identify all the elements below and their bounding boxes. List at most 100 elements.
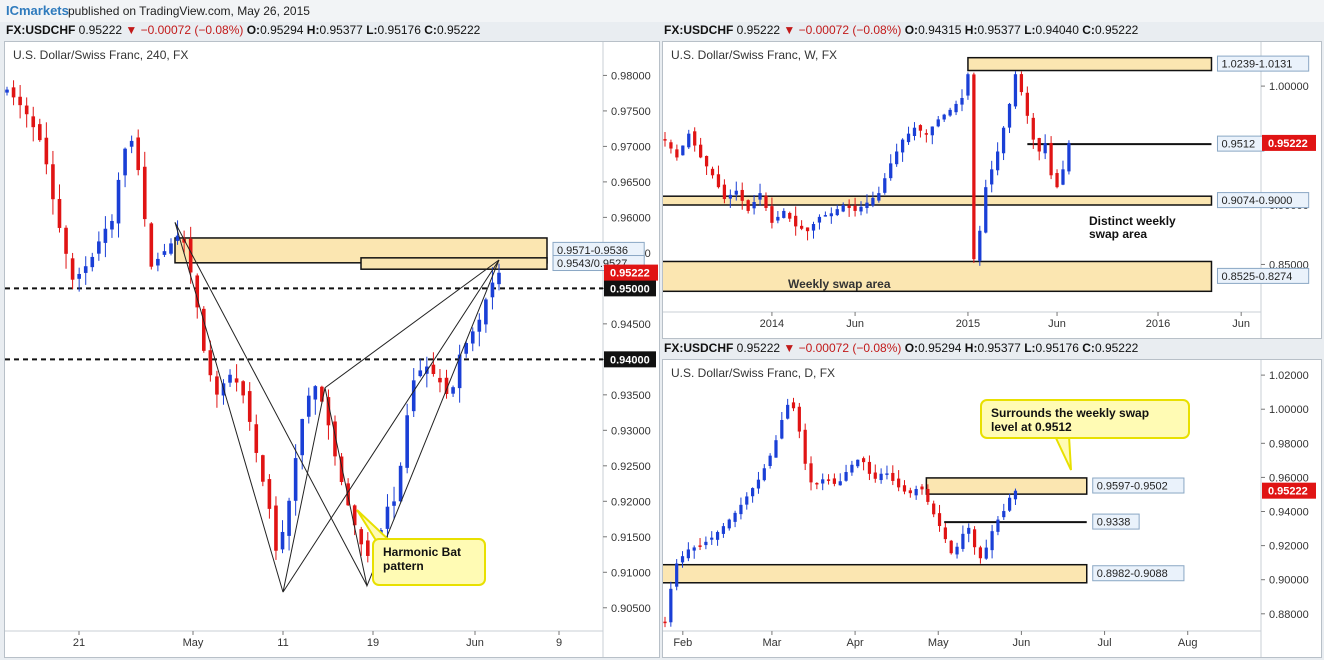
zone-label: 0.8982-0.9088 xyxy=(1097,568,1168,580)
supply-demand-zone xyxy=(663,563,1088,584)
candle-body xyxy=(326,397,331,426)
candle-body xyxy=(984,187,988,233)
candle-body xyxy=(972,74,976,260)
chart-weekly-svg[interactable]: 1.000000.950000.900000.850002014Jun2015J… xyxy=(663,42,1321,338)
ohlc-weekly: FX:USDCHF 0.95222 ▼ −0.00072 (−0.08%) O:… xyxy=(664,23,1139,37)
zone-label: 1.0239-1.0131 xyxy=(1221,59,1292,71)
candle-body xyxy=(201,308,206,351)
candle-body xyxy=(850,464,854,473)
candle-body xyxy=(83,266,88,273)
candle-body xyxy=(841,204,845,212)
candle-body xyxy=(805,227,810,232)
supply-demand-zone xyxy=(360,257,548,270)
candle-body xyxy=(208,350,213,376)
zone-label: 0.9597-0.9502 xyxy=(1097,481,1168,493)
harmonic-bat-callout-text: Harmonic Bat xyxy=(383,545,461,559)
y-tick-label: 0.94000 xyxy=(1269,507,1309,519)
low-value: 0.95176 xyxy=(1035,341,1079,355)
candle-body xyxy=(339,456,344,482)
candle-body xyxy=(182,238,186,243)
candle-body xyxy=(686,549,690,559)
supply-demand-zone xyxy=(663,260,1213,293)
candle-body xyxy=(914,488,918,496)
chart-panel-weekly[interactable]: U.S. Dollar/Swiss Franc, W, FX 1.00000 0.… xyxy=(662,41,1322,339)
x-tick-label: 2014 xyxy=(760,318,784,330)
candle-body xyxy=(871,197,875,206)
chart-title: U.S. Dollar/Swiss Franc, 240, FX xyxy=(13,48,189,62)
candle-body xyxy=(704,541,708,546)
symbol[interactable]: FX:USDCHF xyxy=(664,341,734,355)
swap-level-callout-box xyxy=(980,399,1190,439)
candle-body xyxy=(274,505,278,551)
x-tick-label: Jun xyxy=(1013,637,1031,649)
candle-body xyxy=(451,387,455,394)
last-price: 0.95222 xyxy=(736,23,781,37)
candle-body xyxy=(162,251,167,255)
candle-body xyxy=(418,370,423,377)
candle-body xyxy=(64,227,68,254)
x-tick-label: Feb xyxy=(673,637,692,649)
candle-body xyxy=(867,461,872,474)
candle-body xyxy=(464,343,469,354)
zone-label-box xyxy=(1216,192,1310,209)
candle-body xyxy=(116,179,121,224)
publish-info: published on TradingView.com, May 26, 20… xyxy=(68,4,310,18)
candle-body xyxy=(300,418,305,456)
y-tick-label: 0.96500 xyxy=(611,177,651,189)
chart-panel-240[interactable]: U.S. Dollar/Swiss Franc, 240, FX 0.98000… xyxy=(4,41,660,658)
candle-body xyxy=(949,540,953,554)
candle-body xyxy=(791,402,796,409)
candle-body xyxy=(797,406,801,432)
candle-body xyxy=(835,209,839,216)
candle-body xyxy=(675,149,679,158)
candle-body xyxy=(438,377,442,383)
candle-body xyxy=(809,463,813,483)
distinct-weekly-swap-note: swap area xyxy=(1089,227,1147,241)
candle-body xyxy=(948,109,952,116)
candle-body xyxy=(5,89,9,93)
candle-body xyxy=(385,506,390,529)
publish-header: ICmarkets published on TradingView.com, … xyxy=(0,0,1324,22)
candle-body xyxy=(821,479,825,484)
chart-panel-daily[interactable]: U.S. Dollar/Swiss Franc, D, FX 1.02000 1.… xyxy=(662,359,1322,658)
brand-logo[interactable]: ICmarkets xyxy=(6,3,69,18)
candle-body xyxy=(123,148,127,176)
low-value: 0.94040 xyxy=(1035,23,1079,37)
x-tick-label: 2016 xyxy=(1146,318,1170,330)
candle-body xyxy=(844,472,848,481)
symbol[interactable]: FX:USDCHF xyxy=(664,23,734,37)
candle-body xyxy=(978,547,983,559)
candle-body xyxy=(359,529,364,545)
candle-body xyxy=(902,485,907,492)
chart-240-svg[interactable]: 0.980000.975000.970000.965000.960000.955… xyxy=(5,42,659,657)
candle-body xyxy=(484,299,488,325)
candle-body xyxy=(704,155,709,167)
weekly-swap-area-note: Weekly swap area xyxy=(788,277,891,291)
candle-body xyxy=(195,275,200,308)
harmonic-bat-callout-box xyxy=(372,538,486,586)
candle-body xyxy=(960,97,964,105)
candle-body xyxy=(885,473,889,475)
candle-body xyxy=(847,205,851,208)
candle-body xyxy=(693,131,697,146)
candle-body xyxy=(758,193,762,200)
x-tick-label: Apr xyxy=(847,637,864,649)
candle-body xyxy=(37,124,42,141)
x-tick-label: Jun xyxy=(1232,318,1250,330)
candle-body xyxy=(817,216,822,223)
candle-body xyxy=(333,421,337,457)
candle-body xyxy=(918,125,923,131)
chart-daily-svg[interactable]: 1.02000 1.00000 0.98000 0.96000 0.94000 0.920… xyxy=(663,360,1321,657)
symbol[interactable]: FX:USDCHF xyxy=(6,23,76,37)
candle-body xyxy=(313,386,318,400)
x-tick-label: Jun xyxy=(846,318,864,330)
candle-body xyxy=(129,140,134,147)
candle-body xyxy=(924,133,928,135)
candle-body xyxy=(267,479,272,509)
candle-body xyxy=(978,230,982,261)
current-price-label: 0.95222 xyxy=(1268,486,1308,498)
candle-body xyxy=(365,540,370,556)
open-value: 0.95294 xyxy=(918,341,962,355)
candle-body xyxy=(770,206,774,223)
candle-body xyxy=(1037,138,1041,152)
